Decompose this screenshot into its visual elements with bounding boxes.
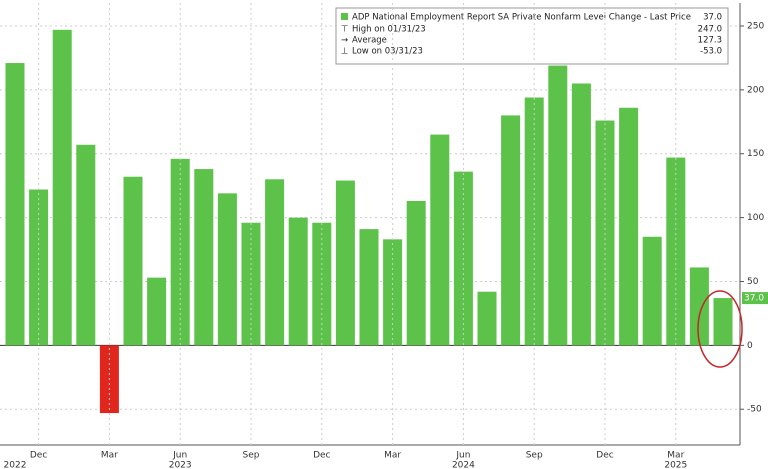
bar	[383, 239, 403, 346]
bar	[170, 158, 190, 346]
legend-symbol: →	[341, 36, 348, 46]
year-label: 2025	[664, 461, 687, 469]
bar	[406, 201, 426, 346]
bar	[713, 298, 733, 346]
bar	[288, 217, 308, 346]
bar	[5, 63, 25, 346]
bar	[501, 115, 521, 346]
legend-stat-value: 127.3	[698, 36, 722, 46]
y-tick-label: 150	[747, 149, 764, 159]
y-tick-label: 0	[747, 341, 753, 351]
bar	[265, 179, 285, 346]
bar	[194, 169, 214, 346]
bar	[548, 65, 568, 346]
plot: -50 0 50 100 150 200 250 Dec Mar Jun Sep Dec Mar Jun S…	[0, 3, 768, 469]
legend-swatch	[341, 13, 348, 20]
legend-stat-value: -53.0	[700, 47, 722, 57]
x-tick-label: Sep	[526, 451, 543, 461]
legend-title: ADP National Employment Report SA Privat…	[352, 13, 691, 23]
bar	[524, 97, 544, 346]
bar	[477, 291, 497, 346]
bar	[147, 277, 167, 346]
y-tick-label: 200	[747, 85, 764, 95]
year-label: 2023	[169, 461, 192, 469]
bar	[642, 236, 662, 346]
y-tick-label: 100	[747, 213, 764, 223]
bar	[217, 193, 237, 346]
legend-stat-label: High on 01/31/23	[352, 25, 426, 35]
x-tick-label: Mar	[384, 451, 401, 461]
legend-stat-label: Average	[352, 36, 387, 46]
bar	[76, 144, 96, 346]
legend-last: 37.0	[703, 13, 722, 23]
y-tick-label: -50	[747, 405, 762, 415]
legend-stat-value: 247.0	[698, 25, 722, 35]
y-tick-label: 250	[747, 21, 764, 31]
legend-symbol: ⊤	[341, 25, 348, 35]
x-tick-label: Dec	[596, 451, 613, 461]
year-label: 2022	[4, 461, 27, 469]
y-tick-label: 50	[747, 277, 759, 287]
x-tick-label: Sep	[243, 451, 260, 461]
bar	[359, 229, 379, 346]
legend: ADP National Employment Report SA Privat…	[335, 7, 729, 65]
bar	[123, 176, 143, 346]
x-tick-label: Mar	[101, 451, 118, 461]
last-value-tag	[742, 292, 768, 305]
bar	[29, 189, 49, 346]
bar	[52, 29, 72, 346]
x-tick-label: Dec	[30, 451, 47, 461]
x-tick-label: Dec	[313, 451, 330, 461]
bar	[689, 267, 709, 346]
legend-stat-label: Low on 03/31/23	[352, 47, 423, 57]
legend-symbol: ⊥	[341, 47, 348, 57]
bar	[666, 157, 686, 346]
last-value-label: 37.0	[744, 294, 764, 304]
x-tick-label: Mar	[667, 451, 684, 461]
bar	[571, 83, 591, 346]
bar	[335, 180, 355, 346]
highlight-circle	[697, 290, 743, 368]
x-tick-label: Jun	[455, 451, 470, 461]
x-tick-label: Jun	[172, 451, 187, 461]
bar	[430, 134, 450, 346]
year-label: 2024	[452, 461, 475, 469]
bar	[619, 107, 639, 346]
legend-box	[335, 7, 729, 65]
bar	[595, 120, 615, 346]
